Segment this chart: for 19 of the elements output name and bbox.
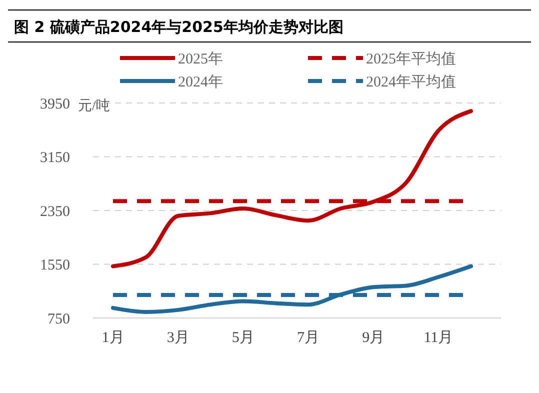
x-tick-label: 11月	[424, 330, 454, 346]
y-tick-label: 1550	[40, 258, 70, 274]
x-tick-label: 7月	[297, 330, 320, 346]
y-tick-label: 3950	[40, 96, 70, 112]
x-tick-label: 3月	[166, 330, 190, 346]
line-series	[111, 264, 473, 314]
legend-label: 2024年	[178, 73, 223, 90]
y-axis-title: 元/吨	[78, 98, 110, 114]
legend-label: 2025年	[178, 50, 223, 68]
legend-label: 2025年平均值	[366, 50, 456, 68]
x-tick-label: 1月	[102, 330, 124, 346]
y-tick-label: 3150	[40, 150, 70, 166]
legend-label: 2024年平均值	[366, 73, 456, 90]
y-tick-label: 750	[48, 311, 70, 328]
line-series	[111, 109, 473, 268]
x-tick-label: 5月	[232, 330, 254, 346]
chart-title: 图 2 硫磺产品2024年与2025年均价走势对比图	[14, 18, 344, 36]
y-tick-label: 2350	[40, 204, 70, 220]
x-tick-label: 9月	[362, 330, 385, 346]
